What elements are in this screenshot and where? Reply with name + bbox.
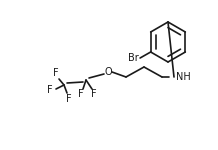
Text: O: O [104, 67, 112, 77]
Text: F: F [66, 94, 72, 104]
Text: F: F [78, 89, 84, 99]
Text: F: F [53, 68, 59, 78]
Text: NH: NH [176, 72, 191, 82]
Text: F: F [47, 85, 53, 95]
Text: F: F [91, 89, 97, 99]
Text: Br: Br [128, 53, 138, 63]
